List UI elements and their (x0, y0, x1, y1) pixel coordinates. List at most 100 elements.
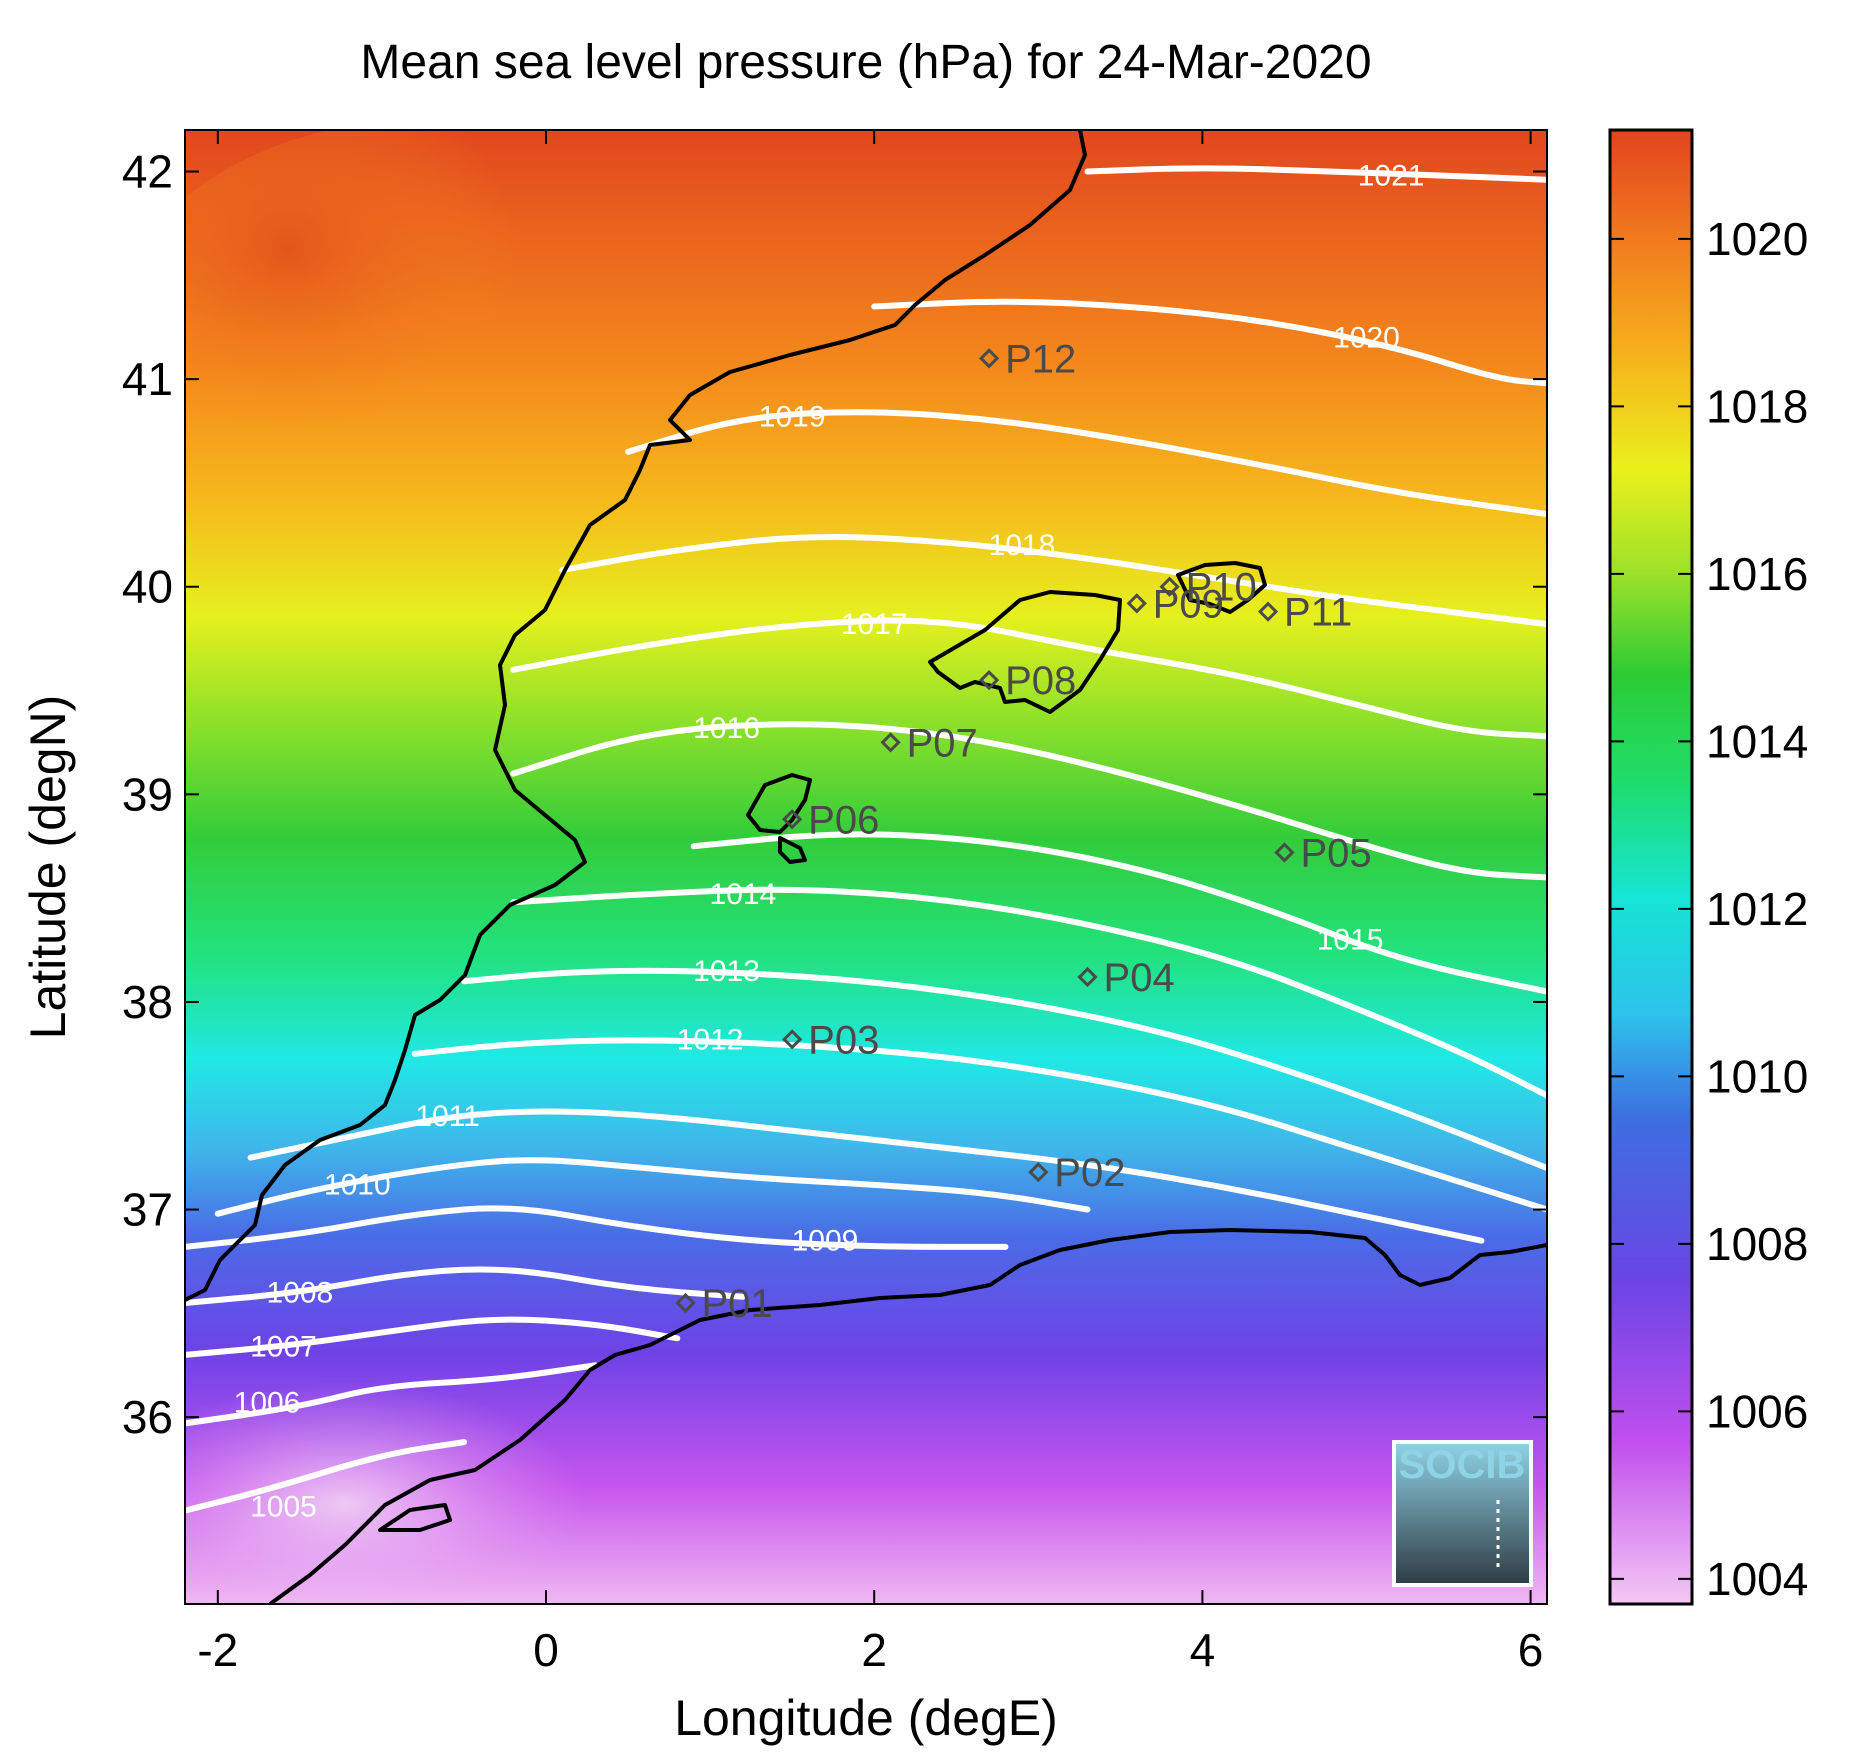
isobar-label-1006: 1006 (234, 1387, 301, 1420)
station-label-p12: P12 (1005, 337, 1076, 381)
formentera-island (778, 836, 807, 864)
isobar-1013 (461, 967, 1547, 1171)
x-tick-label: -2 (197, 1624, 238, 1676)
ibiza-island (746, 773, 812, 834)
isobar-1012 (411, 1037, 1547, 1213)
colorbar-tick-label: 1008 (1706, 1218, 1808, 1270)
station-marker-p06 (782, 809, 803, 830)
isobar-label-1009: 1009 (792, 1225, 859, 1258)
y-tick-label: 38 (122, 976, 173, 1028)
logo-box (1392, 1440, 1533, 1587)
station-marker-p04 (1077, 966, 1098, 988)
station-marker-p10 (1159, 576, 1180, 597)
coastline (185, 130, 1547, 1604)
station-label-p08: P08 (1005, 659, 1076, 703)
isobar-1016 (510, 721, 1547, 881)
station-marker-p05 (1274, 842, 1295, 863)
isobar-label-1011: 1011 (415, 1100, 480, 1133)
isobar-contours: 1005 1006 1007 1008 1009 1010 1011 1012 1013 1014… (185, 160, 1547, 1523)
colorbar-tick-label: 1014 (1706, 715, 1808, 767)
station-label-p10: P10 (1186, 566, 1257, 610)
colorbar: 1004 1006 1008 1010 1012 1014 1016 1018 1020 (1608, 128, 1808, 1606)
isobar-label-1008: 1008 (266, 1277, 333, 1310)
station-marker-p08 (978, 670, 1000, 691)
station-label-p02: P02 (1054, 1151, 1125, 1195)
isobar-1021 (1084, 165, 1547, 183)
north-african-coastline (268, 1228, 1547, 1604)
isobar-1017 (510, 617, 1547, 740)
station-label-p03: P03 (808, 1018, 879, 1062)
station-marker-p07 (880, 732, 901, 753)
colorbar-tick-label: 1012 (1706, 883, 1808, 935)
isobar-label-1013: 1013 (693, 955, 760, 988)
x-axis-label: Longitude (degE) (674, 1690, 1058, 1746)
chart-title: Mean sea level pressure (hPa) for 24-Mar… (360, 36, 1371, 89)
station-label-p07: P07 (907, 721, 978, 765)
station-label-p01: P01 (701, 1282, 772, 1326)
y-tick-label: 37 (122, 1184, 173, 1236)
station-label-p11: P11 (1284, 591, 1352, 635)
isobar-label-1021: 1021 (1358, 160, 1425, 193)
isobar-label-1020: 1020 (1333, 322, 1400, 355)
y-axis: 36 37 38 39 40 41 42 (122, 146, 1547, 1443)
station-marker-p01 (675, 1292, 696, 1314)
colorbar-tick-label: 1020 (1706, 213, 1808, 265)
x-tick-label: 4 (1190, 1624, 1216, 1676)
iberian-coastline (185, 130, 1087, 1302)
isobar-1008 (185, 1266, 746, 1306)
logo-text: SOCIB (1399, 1443, 1526, 1487)
isobar-1007 (185, 1316, 681, 1358)
y-tick-label: 36 (122, 1391, 173, 1443)
isobar-1011 (247, 1108, 1485, 1244)
station-marker-p03 (782, 1029, 803, 1050)
x-tick-label: 6 (1518, 1624, 1544, 1676)
colorbar-tick-label: 1010 (1706, 1050, 1808, 1102)
isobar-1020 (871, 298, 1547, 387)
socib-logo: SOCIB (1392, 1440, 1533, 1587)
isobar-label-1017: 1017 (841, 608, 908, 641)
isobar-label-1007: 1007 (250, 1331, 317, 1364)
isobar-label-1019: 1019 (759, 400, 826, 433)
isobar-label-1010: 1010 (324, 1169, 391, 1202)
colorbar-scale (1608, 128, 1694, 1606)
y-tick-label: 41 (122, 353, 173, 405)
x-tick-label: 0 (533, 1624, 559, 1676)
mallorca-island (928, 590, 1122, 714)
isobar-1005 (185, 1439, 467, 1514)
menorca-island (1176, 561, 1267, 614)
isobar-label-1005: 1005 (250, 1490, 317, 1523)
isobar-1015 (690, 831, 1547, 995)
plot-frame (184, 129, 1548, 1605)
y-tick-label: 42 (122, 146, 173, 198)
isobar-label-1014: 1014 (710, 878, 777, 911)
station-label-p05: P05 (1300, 831, 1371, 875)
station-label-p06: P06 (808, 798, 879, 842)
colorbar-tick-label: 1016 (1706, 548, 1808, 600)
station-marker-p12 (978, 348, 1000, 369)
station-marker-p11 (1257, 601, 1279, 622)
isobar-1018 (559, 533, 1547, 628)
colorbar-ticks: 1004 1006 1008 1010 1012 1014 1016 1018 1020 (1610, 213, 1808, 1605)
station-label-p04: P04 (1104, 956, 1175, 1000)
isobar-1019 (625, 409, 1547, 518)
isobar-1010 (214, 1157, 1091, 1217)
y-tick-label: 40 (122, 561, 173, 613)
isobar-1014 (510, 886, 1547, 1099)
x-axis: -2 0 2 4 6 (197, 130, 1543, 1676)
isobar-label-1012: 1012 (677, 1023, 744, 1056)
isobar-label-1015: 1015 (1317, 924, 1384, 957)
x-tick-label: 2 (861, 1624, 887, 1676)
colorbar-tick-label: 1006 (1706, 1385, 1808, 1437)
isobar-label-1016: 1016 (693, 712, 760, 745)
station-marker-p02 (1028, 1162, 1049, 1183)
isobar-label-1018: 1018 (989, 529, 1056, 562)
y-tick-label: 39 (122, 768, 173, 820)
y-axis-label: Latitude (degN) (20, 695, 76, 1040)
isobar-1009 (185, 1205, 1009, 1250)
colorbar-tick-label: 1018 (1706, 380, 1808, 432)
plot-area: 1005 1006 1007 1008 1009 1010 1011 1012 1013 1014… (184, 129, 1548, 1605)
isobar-1006 (185, 1362, 599, 1427)
alboran-island (378, 1503, 452, 1532)
